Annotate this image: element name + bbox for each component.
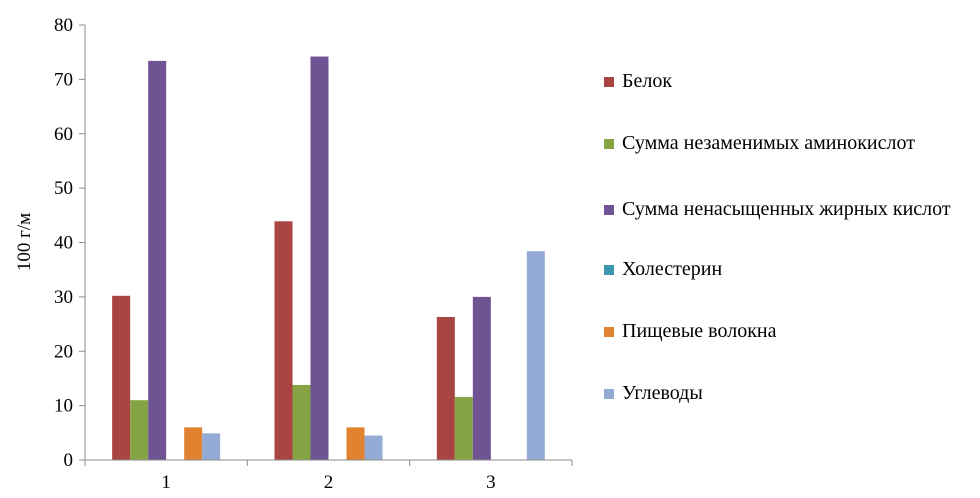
legend-swatch	[604, 205, 614, 215]
legend-label: Сумма ненасыщенных жирных кислот	[622, 198, 951, 220]
y-tick-label: 50	[54, 178, 73, 199]
y-axis-label: 100 г/м	[14, 213, 35, 271]
bar	[112, 295, 131, 460]
legend-item: Холестерин	[604, 258, 962, 280]
legend-label: Углеводы	[622, 382, 703, 404]
bar	[454, 396, 473, 460]
legend-swatch	[604, 77, 614, 87]
bar	[130, 400, 149, 460]
legend-label: Холестерин	[622, 258, 723, 280]
x-tick-label: 1	[161, 472, 171, 493]
y-tick-label: 30	[54, 287, 73, 308]
legend-label: Белок	[622, 70, 673, 92]
legend-swatch	[604, 265, 614, 275]
bars-group	[112, 56, 545, 460]
legend-item: Углеводы	[604, 382, 962, 404]
bar	[274, 221, 293, 460]
legend-item: Сумма незаменимых аминокислот	[604, 132, 962, 154]
bar	[526, 251, 545, 460]
legend-swatch	[604, 389, 614, 399]
bar	[148, 60, 167, 460]
legend-item: Белок	[604, 70, 962, 92]
y-tick-label: 80	[54, 15, 73, 36]
legend-item: Пищевые волокна	[604, 320, 962, 342]
bar	[202, 433, 221, 460]
bar	[292, 384, 311, 460]
legend-label: Сумма незаменимых аминокислот	[622, 132, 915, 154]
legend-swatch	[604, 139, 614, 149]
y-tick-label: 60	[54, 124, 73, 145]
x-axis-ticks: 1 2 3	[84, 460, 573, 493]
bar	[436, 316, 455, 460]
legend-swatch	[604, 327, 614, 337]
y-tick-label: 40	[54, 233, 73, 254]
legend-item: Сумма ненасыщенных жирных кислот	[604, 198, 962, 220]
y-tick-label: 70	[54, 69, 73, 90]
bar	[472, 296, 491, 460]
y-tick-label: 10	[54, 396, 73, 417]
y-tick-label: 0	[64, 450, 74, 471]
y-axis-ticks: 0 10 20 30 40 50 60 70 80	[54, 15, 85, 471]
x-tick-label: 2	[324, 472, 334, 493]
bar	[364, 435, 383, 460]
x-tick-label: 3	[486, 472, 496, 493]
bar	[346, 427, 365, 460]
bar	[184, 427, 203, 460]
legend-label: Пищевые волокна	[622, 320, 777, 342]
y-tick-label: 20	[54, 341, 73, 362]
bar	[310, 56, 329, 460]
